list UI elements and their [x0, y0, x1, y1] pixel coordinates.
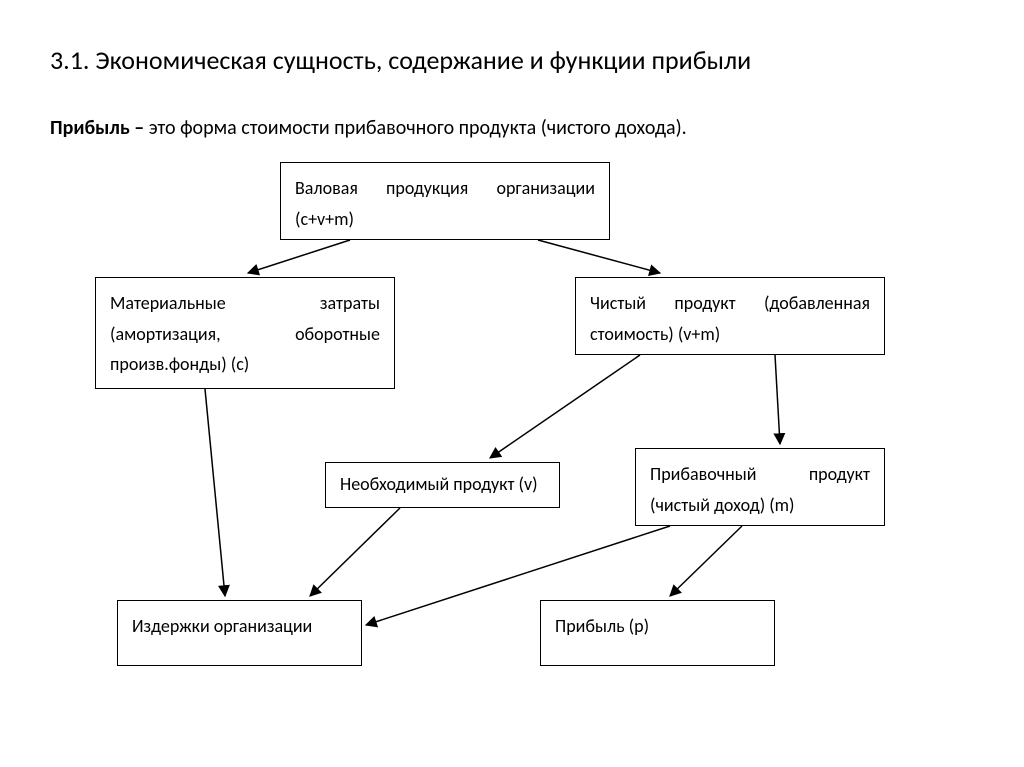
flowchart-node-label: Чистый продукт (добавленная стоимость) (… — [590, 292, 870, 345]
flowchart-node-label: Валовая продукция организации (c+v+m) — [295, 177, 595, 230]
flowchart-node-surplus: Прибавочный продукт (чистый доход) (m) — [635, 448, 885, 526]
edge-gross-to-netprod — [538, 240, 660, 273]
flowchart-node-necessary: Необходимый продукт (v) — [325, 462, 560, 508]
flowchart-node-gross: Валовая продукция организации (c+v+m) — [280, 162, 610, 240]
flowchart-node-label: Материальные затраты (амортизация, оборо… — [110, 292, 380, 375]
flowchart-node-label: Издержки организации — [132, 615, 312, 637]
page-title: 3.1. Экономическая сущность, содержание … — [50, 44, 751, 76]
flowchart-node-label: Прибавочный продукт (чистый доход) (m) — [650, 463, 870, 516]
definition-text: Прибыль – это форма стоимости прибавочно… — [50, 116, 687, 140]
edge-material-to-costs — [205, 389, 225, 596]
flowchart-node-material: Материальные затраты (амортизация, оборо… — [95, 277, 395, 389]
flowchart-node-profit: Прибыль (p) — [540, 600, 775, 666]
flowchart-node-label: Необходимый продукт (v) — [340, 473, 538, 495]
flowchart-node-costs: Издержки организации — [117, 600, 362, 666]
flowchart-node-netprod: Чистый продукт (добавленная стоимость) (… — [575, 277, 885, 355]
definition-rest: это форма стоимости прибавочного продукт… — [144, 116, 686, 140]
edge-netprod-to-surplus — [775, 355, 780, 444]
edge-surplus-to-profit — [670, 526, 742, 596]
edge-gross-to-material — [248, 240, 350, 273]
page: 3.1. Экономическая сущность, содержание … — [0, 0, 1024, 767]
edge-netprod-to-necessary — [490, 355, 640, 458]
definition-term: Прибыль – — [50, 116, 144, 140]
flowchart-node-label: Прибыль (p) — [555, 615, 649, 637]
edge-necessary-to-costs — [310, 508, 400, 596]
